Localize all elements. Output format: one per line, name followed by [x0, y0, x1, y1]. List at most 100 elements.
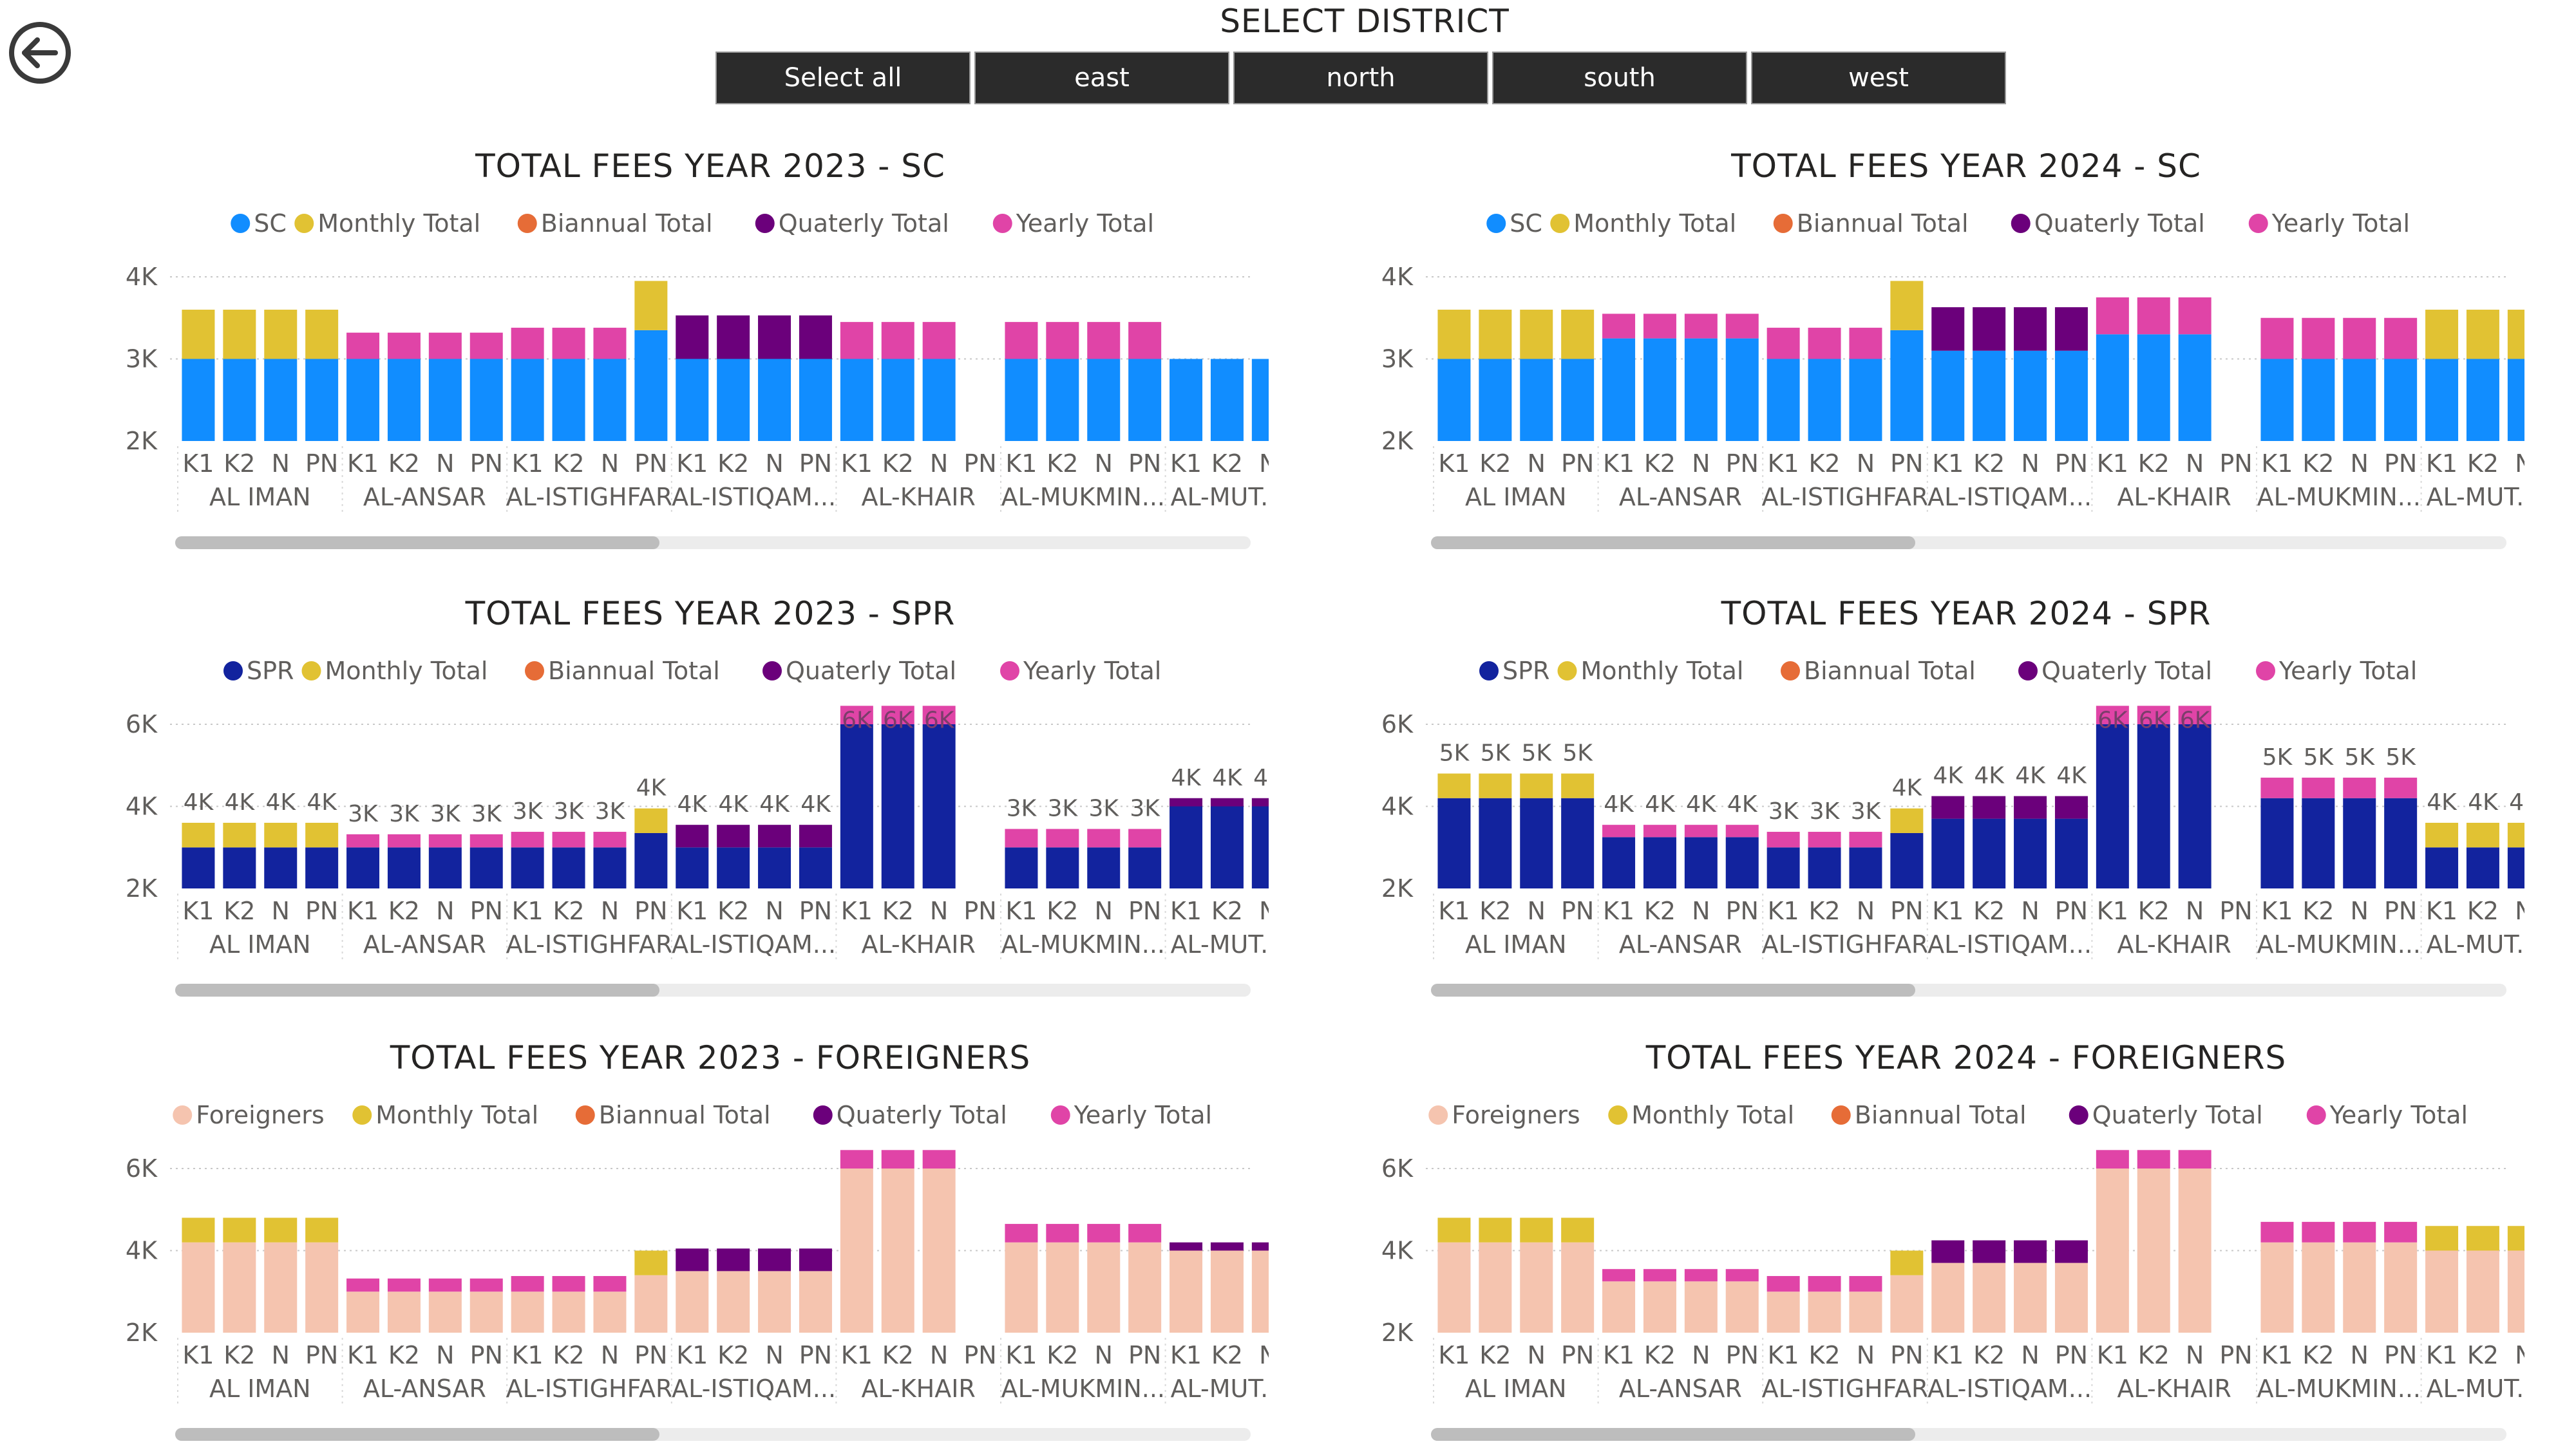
bar-segment-sc[interactable]	[2137, 334, 2170, 441]
bar-segment-spr[interactable]	[428, 847, 462, 888]
bar-segment-spr[interactable]	[1210, 806, 1244, 889]
bar-segment-monthly-total[interactable]	[1479, 773, 1512, 798]
legend-item-sc[interactable]: SC	[231, 209, 287, 238]
bar-segment-spr[interactable]	[182, 847, 215, 888]
bar-segment-monthly-total[interactable]	[2507, 1226, 2524, 1251]
bar-segment-yearly-total[interactable]	[1046, 1224, 1079, 1243]
bar-segment-sc[interactable]	[2260, 359, 2294, 442]
bar-segment-foreigners[interactable]	[346, 1291, 380, 1333]
legend-item-biannual-total[interactable]: Biannual Total	[1781, 657, 1976, 685]
scrollbar-thumb[interactable]	[175, 1428, 659, 1441]
legend-item-yearly-total[interactable]: Yearly Total	[992, 209, 1154, 238]
bar-segment-quaterly-total[interactable]	[1931, 1240, 1965, 1263]
bar-segment-quaterly-total[interactable]	[1931, 796, 1965, 819]
bar-segment-yearly-total[interactable]	[1087, 322, 1121, 359]
bar-segment-monthly-total[interactable]	[264, 310, 298, 359]
bar-segment-monthly-total[interactable]	[1890, 1250, 1924, 1275]
bar-segment-sc[interactable]	[2343, 359, 2376, 442]
bar-segment-spr[interactable]	[2137, 724, 2170, 888]
bar-segment-foreigners[interactable]	[881, 1169, 914, 1333]
bar-segment-spr[interactable]	[2302, 798, 2335, 888]
bar-segment-foreigners[interactable]	[2384, 1242, 2418, 1333]
bar-segment-yearly-total[interactable]	[2137, 706, 2170, 724]
bar-segment-sc[interactable]	[1684, 338, 1718, 441]
bar-segment-foreigners[interactable]	[511, 1291, 544, 1333]
bar-segment-sc[interactable]	[1128, 359, 1162, 442]
bar-segment-quaterly-total[interactable]	[799, 315, 832, 359]
bar-segment-foreigners[interactable]	[552, 1291, 585, 1333]
bar-segment-yearly-total[interactable]	[1684, 825, 1718, 838]
bar-segment-spr[interactable]	[2343, 798, 2376, 888]
bar-segment-quaterly-total[interactable]	[1251, 798, 1269, 807]
bar-segment-quaterly-total[interactable]	[717, 1248, 750, 1272]
bar-segment-sc[interactable]	[2178, 334, 2211, 441]
bar-segment-foreigners[interactable]	[1602, 1281, 1636, 1333]
bar-segment-monthly-total[interactable]	[2425, 1226, 2459, 1251]
bar-segment-sc[interactable]	[593, 359, 627, 442]
bar-segment-spr[interactable]	[1890, 832, 1924, 888]
legend-item-yearly-total[interactable]: Yearly Total	[1050, 1101, 1212, 1129]
bar-segment-yearly-total[interactable]	[1128, 1224, 1162, 1243]
bar-segment-monthly-total[interactable]	[223, 310, 256, 359]
bar-segment-monthly-total[interactable]	[2425, 823, 2459, 848]
bar-segment-foreigners[interactable]	[2302, 1242, 2335, 1333]
bar-segment-quaterly-total[interactable]	[1170, 1242, 1203, 1251]
bar-segment-monthly-total[interactable]	[634, 281, 668, 330]
bar-segment-monthly-total[interactable]	[2507, 310, 2524, 359]
bar-segment-sc[interactable]	[1520, 359, 1553, 442]
bar-segment-sc[interactable]	[799, 359, 832, 442]
bar-segment-sc[interactable]	[182, 359, 215, 442]
bar-segment-yearly-total[interactable]	[1087, 829, 1121, 848]
bar-segment-spr[interactable]	[922, 724, 956, 888]
legend-item-monthly-total[interactable]: Monthly Total	[1550, 209, 1736, 238]
bar-segment-yearly-total[interactable]	[2096, 1150, 2129, 1169]
bar-segment-spr[interactable]	[552, 847, 585, 888]
chart-scrollbar[interactable]	[175, 984, 1251, 997]
bar-segment-spr[interactable]	[1684, 837, 1718, 888]
bar-segment-quaterly-total[interactable]	[676, 1248, 709, 1272]
bar-segment-foreigners[interactable]	[1973, 1263, 2006, 1333]
bar-segment-spr[interactable]	[2466, 847, 2499, 888]
legend-item-foreigners[interactable]: Foreigners	[173, 1101, 325, 1129]
bar-segment-foreigners[interactable]	[469, 1291, 503, 1333]
bar-segment-monthly-total[interactable]	[1561, 1217, 1595, 1243]
bar-segment-quaterly-total[interactable]	[2054, 1240, 2088, 1263]
bar-segment-spr[interactable]	[1437, 798, 1471, 888]
bar-segment-spr[interactable]	[1128, 847, 1162, 888]
bar-segment-yearly-total[interactable]	[1128, 829, 1162, 848]
bar-segment-yearly-total[interactable]	[469, 332, 503, 359]
scrollbar-thumb[interactable]	[1431, 536, 1915, 549]
slicer-option-west[interactable]: west	[1751, 52, 2006, 104]
bar-segment-yearly-total[interactable]	[346, 834, 380, 848]
bar-segment-spr[interactable]	[840, 724, 873, 888]
bar-segment-spr[interactable]	[758, 847, 791, 888]
legend-item-biannual-total[interactable]: Biannual Total	[1773, 209, 1969, 238]
legend-item-monthly-total[interactable]: Monthly Total	[301, 657, 488, 685]
bar-segment-yearly-total[interactable]	[511, 1276, 544, 1292]
bar-segment-yearly-total[interactable]	[1643, 314, 1676, 339]
bar-segment-foreigners[interactable]	[1684, 1281, 1718, 1333]
bar-segment-sc[interactable]	[2096, 334, 2129, 441]
bar-segment-yearly-total[interactable]	[428, 332, 462, 359]
bar-segment-yearly-total[interactable]	[593, 832, 627, 848]
bar-segment-yearly-total[interactable]	[593, 328, 627, 359]
bar-segment-monthly-total[interactable]	[1520, 773, 1553, 798]
bar-segment-monthly-total[interactable]	[2507, 823, 2524, 848]
legend-item-biannual-total[interactable]: Biannual Total	[575, 1101, 771, 1129]
bar-segment-sc[interactable]	[1087, 359, 1121, 442]
bar-segment-foreigners[interactable]	[2507, 1250, 2524, 1333]
bar-segment-spr[interactable]	[1766, 847, 1800, 888]
bar-segment-sc[interactable]	[1046, 359, 1079, 442]
bar-segment-monthly-total[interactable]	[182, 1217, 215, 1243]
bar-segment-foreigners[interactable]	[799, 1271, 832, 1333]
bar-segment-monthly-total[interactable]	[1437, 310, 1471, 359]
bar-segment-monthly-total[interactable]	[2466, 310, 2499, 359]
bar-segment-monthly-total[interactable]	[1890, 281, 1924, 330]
slicer-option-select-all[interactable]: Select all	[715, 52, 971, 104]
bar-segment-yearly-total[interactable]	[552, 832, 585, 848]
bar-segment-sc[interactable]	[1725, 338, 1759, 441]
bar-segment-monthly-total[interactable]	[182, 823, 215, 848]
bar-segment-yearly-total[interactable]	[2178, 297, 2211, 335]
bar-segment-sc[interactable]	[2425, 359, 2459, 442]
bar-segment-yearly-total[interactable]	[2302, 317, 2335, 359]
